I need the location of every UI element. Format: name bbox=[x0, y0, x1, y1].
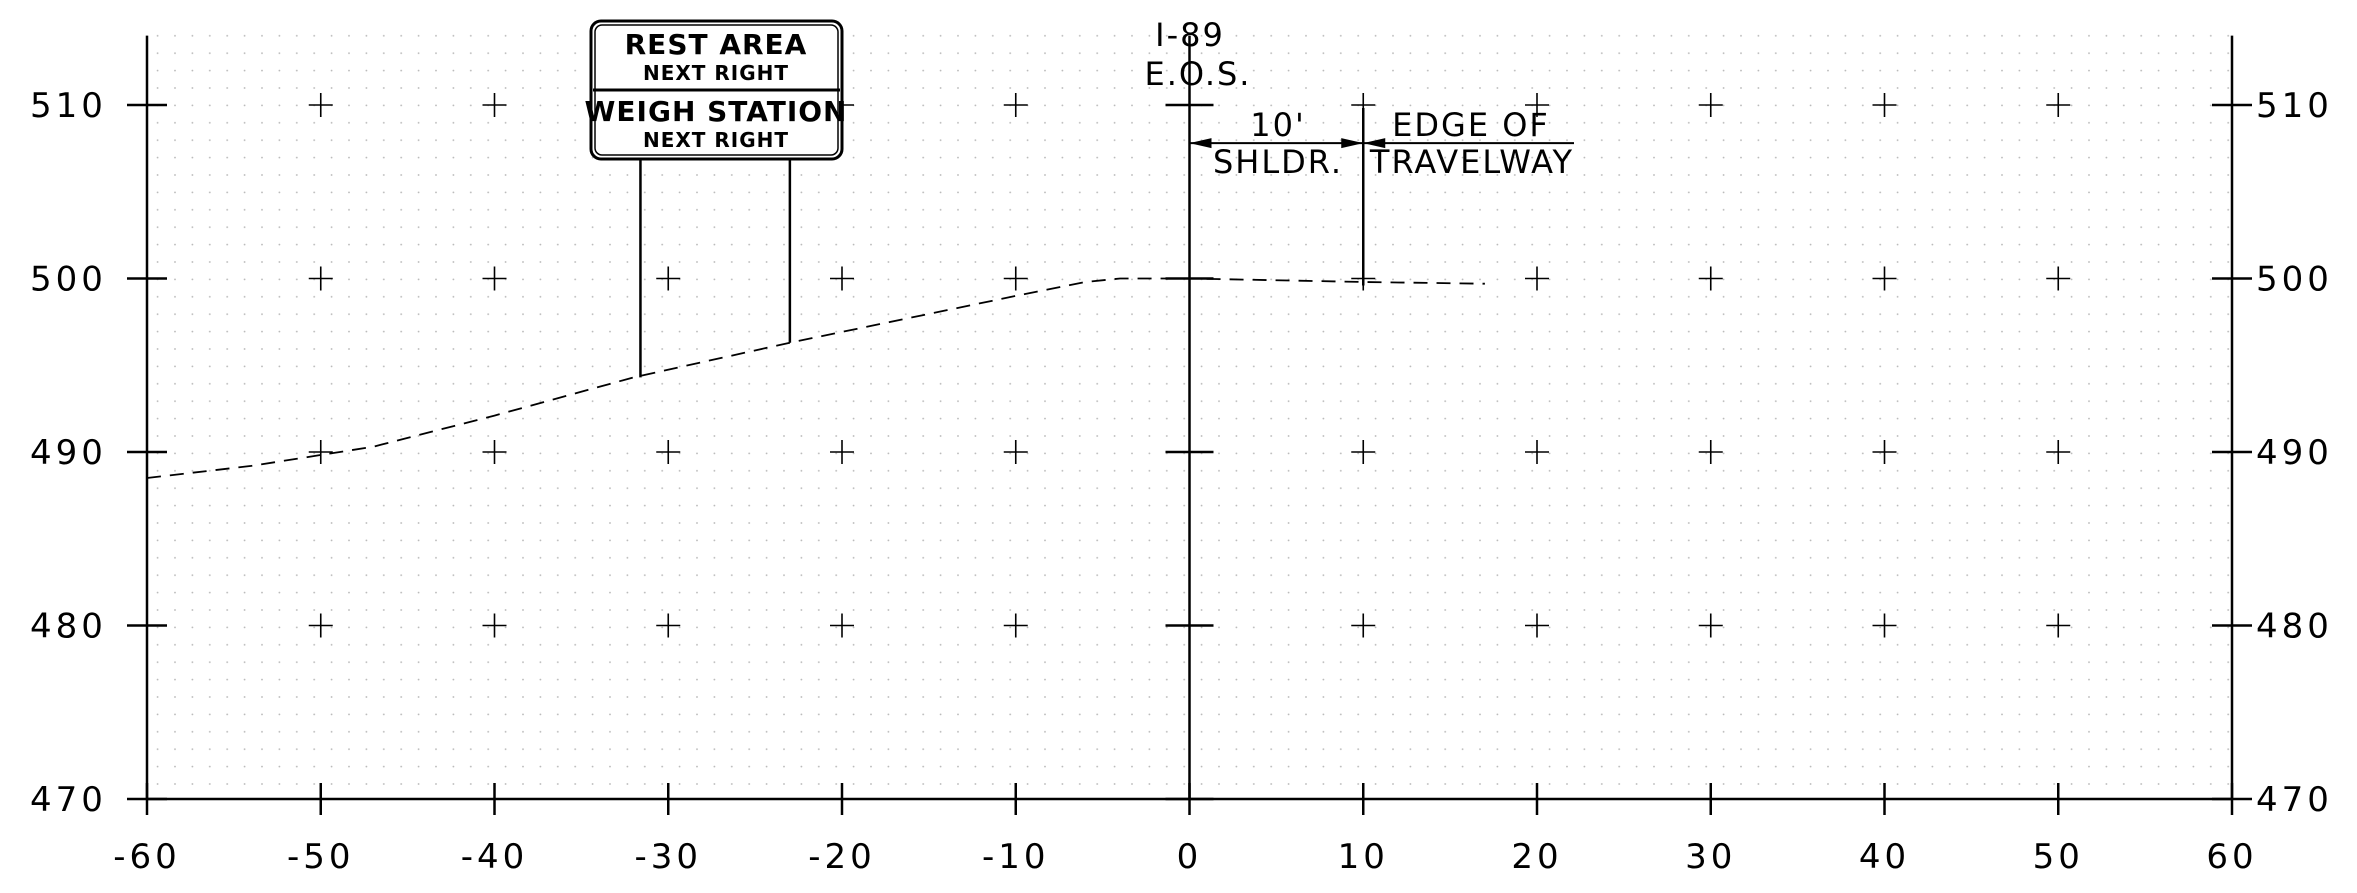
y-tick-label-right: 470 bbox=[2256, 780, 2333, 820]
reference-marks bbox=[639, 108, 1574, 378]
sign-line-next-right-2: NEXT RIGHT bbox=[643, 128, 789, 152]
rest-area-sign: REST AREA NEXT RIGHT WEIGH STATION NEXT … bbox=[585, 19, 848, 161]
y-tick-label-right: 510 bbox=[2256, 86, 2333, 126]
sign-line-weigh-station: WEIGH STATION bbox=[585, 95, 848, 128]
dimension-label: SHLDR. bbox=[1213, 143, 1343, 181]
x-tick-label: 20 bbox=[1511, 837, 1562, 877]
edge-leader-arrow bbox=[1363, 138, 1386, 149]
eos-label-line1: I-89 bbox=[1155, 16, 1225, 54]
y-tick-label-right: 490 bbox=[2256, 433, 2333, 473]
ground-profile-line bbox=[146, 277, 1485, 479]
x-tick-label: 30 bbox=[1685, 837, 1736, 877]
eos-label-line2: E.O.S. bbox=[1145, 55, 1252, 93]
x-tick-label: -10 bbox=[982, 837, 1050, 877]
edge-of-travelway-line1: EDGE OF bbox=[1392, 106, 1550, 144]
x-tick-label: 50 bbox=[2033, 837, 2084, 877]
dimension-value: 10' bbox=[1250, 106, 1306, 144]
y-tick-label-left: 500 bbox=[30, 260, 107, 300]
x-tick-label: 60 bbox=[2206, 837, 2257, 877]
x-tick-label: 0 bbox=[1177, 837, 1203, 877]
dimension-arrow-right bbox=[1341, 138, 1364, 149]
y-tick-label-left: 480 bbox=[30, 607, 107, 647]
y-tick-label-left: 510 bbox=[30, 86, 107, 126]
x-tick-label: -20 bbox=[808, 837, 876, 877]
y-tick-label-left: 470 bbox=[30, 780, 107, 820]
edge-of-travelway-line2: TRAVELWAY bbox=[1369, 143, 1574, 181]
y-tick-label-right: 480 bbox=[2256, 607, 2333, 647]
ground-profile bbox=[146, 277, 1485, 479]
sign-line-next-right-1: NEXT RIGHT bbox=[643, 61, 789, 85]
x-tick-label: -50 bbox=[287, 837, 355, 877]
grid-crosses bbox=[308, 93, 2071, 638]
axis-ticks: -60 -50 -40 -30 -20 -10 0 10 20 30 40 50 60 470 470 480… bbox=[30, 86, 2333, 877]
x-tick-label: -40 bbox=[461, 837, 529, 877]
x-tick-label: 40 bbox=[1859, 837, 1910, 877]
dimension-arrow-left bbox=[1189, 138, 1212, 149]
sign-line-rest-area: REST AREA bbox=[625, 28, 808, 61]
x-tick-label: -60 bbox=[113, 837, 181, 877]
y-tick-label-left: 490 bbox=[30, 433, 107, 473]
x-tick-label: 10 bbox=[1338, 837, 1389, 877]
x-tick-label: -30 bbox=[634, 837, 702, 877]
y-tick-label-right: 500 bbox=[2256, 260, 2333, 300]
